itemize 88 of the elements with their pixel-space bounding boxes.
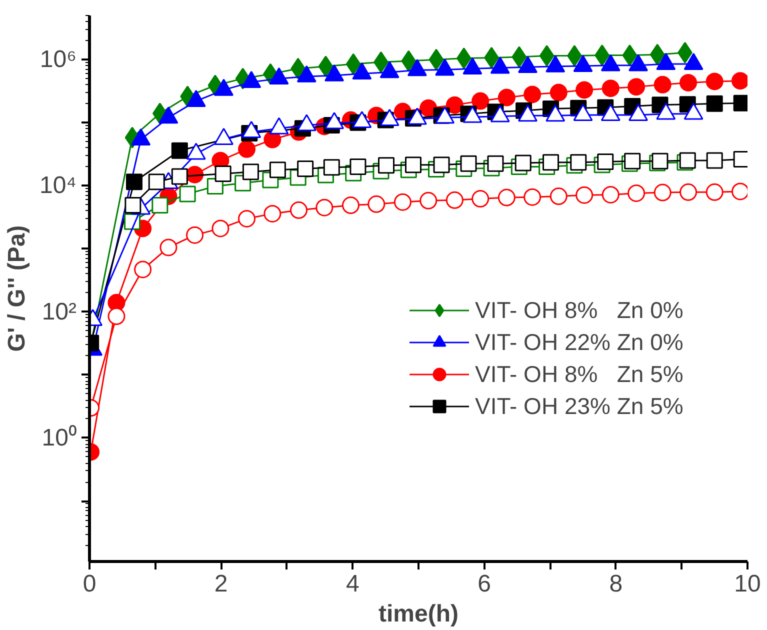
point xyxy=(597,153,614,170)
legend-label: VIT- OH 8% Zn 0% xyxy=(475,296,684,324)
point xyxy=(498,88,516,106)
point xyxy=(420,99,438,117)
point xyxy=(446,96,464,114)
point xyxy=(350,158,366,175)
y-tick-label: 10⁴ xyxy=(39,172,77,200)
point xyxy=(487,155,504,172)
x-tick-label: 8 xyxy=(609,570,623,598)
x-tick-label: 4 xyxy=(346,570,360,598)
point xyxy=(524,86,542,104)
point xyxy=(628,184,646,202)
point xyxy=(134,260,152,278)
x-tick-label: 0 xyxy=(82,570,96,598)
point xyxy=(576,81,594,99)
point xyxy=(264,204,282,222)
point xyxy=(446,191,464,209)
point xyxy=(680,183,698,201)
point xyxy=(212,220,230,238)
point xyxy=(242,164,259,180)
point xyxy=(401,50,416,72)
point xyxy=(238,210,256,228)
point xyxy=(498,188,516,206)
x-tick-label: 10 xyxy=(734,570,761,598)
point xyxy=(602,80,620,98)
point xyxy=(269,162,286,178)
point xyxy=(148,174,165,190)
legend-label: VIT- OH 23% Zn 5% xyxy=(475,392,684,420)
point xyxy=(512,46,527,68)
point xyxy=(456,47,472,69)
point xyxy=(539,45,554,67)
point xyxy=(297,160,314,177)
legend-label: VIT- OH 8% Zn 5% xyxy=(475,360,684,388)
point xyxy=(368,195,386,213)
point xyxy=(706,183,724,201)
point xyxy=(524,188,542,206)
point xyxy=(108,308,126,326)
point xyxy=(570,154,587,171)
point xyxy=(171,168,188,185)
point xyxy=(550,84,568,102)
y-tick-label: 10⁰ xyxy=(42,424,77,452)
point xyxy=(214,165,232,182)
point xyxy=(238,140,256,158)
point xyxy=(126,174,142,190)
point xyxy=(160,238,178,256)
point xyxy=(378,157,395,174)
point xyxy=(290,201,308,219)
x-axis-title: time(h) xyxy=(378,600,459,628)
point xyxy=(124,197,142,214)
point xyxy=(323,159,340,176)
point xyxy=(706,72,724,90)
point xyxy=(576,186,594,204)
point xyxy=(342,196,360,214)
point xyxy=(179,186,196,202)
point xyxy=(346,53,361,75)
point xyxy=(622,44,638,66)
point xyxy=(152,197,168,214)
point xyxy=(428,48,444,70)
point xyxy=(404,156,422,174)
point xyxy=(460,155,477,172)
y-axis-title: G' / G'' (Pa) xyxy=(3,225,30,352)
point xyxy=(318,56,334,78)
point xyxy=(602,186,620,204)
y-tick-label: 10² xyxy=(42,298,77,326)
point xyxy=(514,154,532,172)
point xyxy=(628,78,646,96)
point xyxy=(433,156,450,174)
x-tick-label: 2 xyxy=(214,570,228,598)
point xyxy=(706,152,723,169)
legend-label: VIT- OH 22% Zn 0% xyxy=(475,328,684,356)
point xyxy=(472,190,490,208)
point xyxy=(290,58,306,80)
point xyxy=(706,95,723,112)
point xyxy=(542,154,560,171)
point xyxy=(654,184,672,202)
point xyxy=(654,76,672,94)
point xyxy=(316,198,334,216)
point xyxy=(624,152,641,170)
point xyxy=(186,226,204,244)
point xyxy=(171,142,188,159)
point xyxy=(472,92,490,110)
point xyxy=(394,193,412,211)
point xyxy=(650,44,665,66)
x-tick-label: 6 xyxy=(478,570,491,598)
point xyxy=(680,74,698,92)
point xyxy=(550,188,568,206)
point xyxy=(420,192,438,210)
y-tick-label: 10⁶ xyxy=(40,46,77,74)
